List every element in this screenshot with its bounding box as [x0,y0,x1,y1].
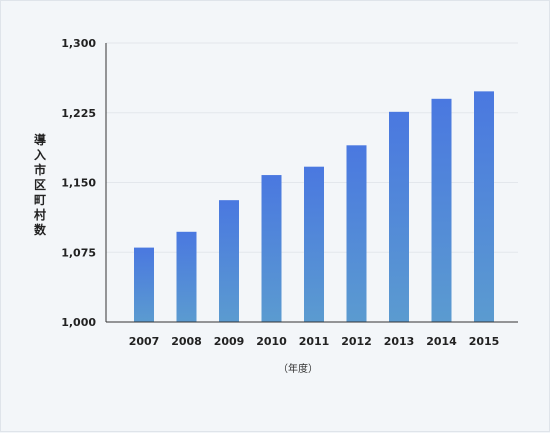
y-axis-title-char: 区 [34,178,46,192]
axes [105,43,518,323]
bar-2011 [304,166,324,322]
y-tick-labels: 1,000 1,075 1,150 1,225 1,300 [61,37,96,329]
bar-2008 [176,231,197,322]
bar-2007 [134,247,154,322]
x-tick-label: 2007 [129,335,160,348]
x-tick-label: 2009 [214,335,245,348]
y-tick-label: 1,300 [61,37,96,50]
x-tick-label: 2013 [384,335,415,348]
y-tick-label: 1,000 [61,316,96,329]
x-tick-label: 2008 [171,335,202,348]
bars [134,91,494,322]
y-tick-label: 1,225 [61,107,96,120]
x-tick-label: 2015 [469,335,500,348]
bar-2015 [474,91,494,322]
y-tick-label: 1,075 [61,246,96,259]
bar-2013 [389,111,409,322]
bar-2009 [219,200,239,322]
bar-2010 [261,175,282,322]
y-axis-title-char: 町 [34,193,46,207]
y-axis-title-char: 入 [34,148,46,162]
y-axis-title-char: 数 [34,222,47,237]
x-tick-label: 2014 [426,335,457,348]
x-tick-label: 2011 [299,335,330,348]
x-axis-title: （年度） [278,362,318,375]
x-tick-labels: 2007 2008 2009 2010 2011 2012 2013 2014 2015 [129,335,500,348]
y-axis-title-char: 市 [34,162,46,177]
y-axis-title-char: 導 [34,132,46,147]
bar-2012 [346,145,367,322]
x-tick-label: 2012 [341,335,372,348]
bar-2014 [431,98,452,322]
x-tick-label: 2010 [256,335,287,348]
y-tick-label: 1,150 [61,177,96,190]
y-axis-title-char: 村 [34,207,46,222]
